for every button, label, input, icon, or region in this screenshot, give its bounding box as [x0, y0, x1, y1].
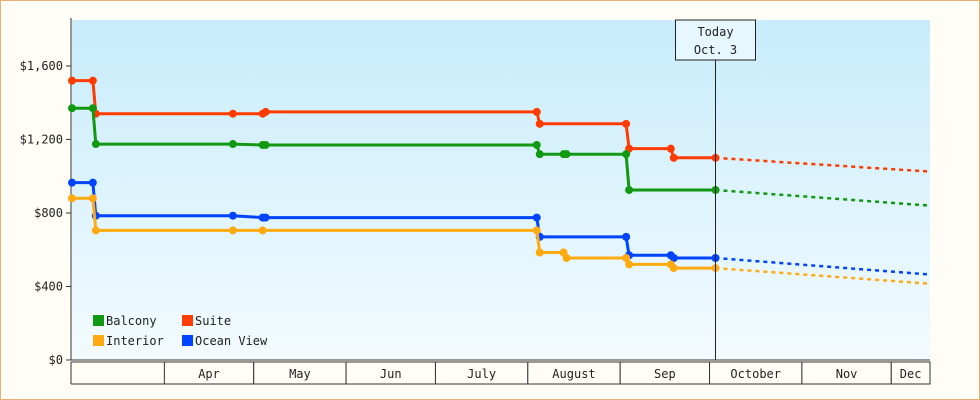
legend-label: Balcony: [106, 314, 157, 328]
data-point-balcony: [532, 140, 541, 149]
data-point-interior: [622, 254, 631, 262]
y-axis: $0 $400 $800 $1,200 $1,600: [20, 18, 72, 367]
month-label: August: [552, 367, 595, 381]
data-point-ocean-view: [228, 211, 237, 220]
data-point-balcony: [261, 140, 270, 149]
today-label: Today: [697, 25, 733, 39]
forecast-line-ocean-view: [715, 256, 931, 276]
forecast-line-balcony: [715, 188, 931, 207]
data-point-suite: [532, 107, 541, 116]
data-point-balcony: [228, 140, 237, 149]
data-point-balcony: [91, 140, 100, 149]
data-point-balcony: [562, 150, 571, 159]
series-layer: [68, 76, 931, 285]
month-label: Sep: [654, 367, 676, 381]
y-tick-label: $1,600: [20, 59, 63, 73]
y-tick-label: $400: [34, 279, 63, 293]
legend-swatch: [93, 315, 104, 326]
data-point-suite: [88, 76, 97, 85]
legend-swatch: [182, 315, 193, 326]
month-label: May: [289, 367, 311, 381]
y-tick-label: $1,200: [20, 132, 63, 146]
series-line-interior: [72, 196, 716, 270]
data-point-interior: [91, 226, 100, 235]
y-tick-label: $800: [34, 206, 63, 220]
forecast-line-interior: [715, 266, 931, 285]
data-point-interior: [258, 226, 267, 235]
data-point-suite: [261, 107, 270, 116]
data-point-interior: [68, 194, 76, 203]
data-point-ocean-view: [532, 213, 541, 222]
data-point-interior: [88, 194, 97, 203]
month-label: July: [467, 367, 496, 381]
data-point-interior: [535, 248, 544, 257]
data-point-interior: [228, 226, 237, 235]
legend-swatch: [93, 335, 104, 346]
data-point-suite: [228, 109, 237, 118]
legend-label: Ocean View: [195, 334, 268, 348]
data-point-ocean-view: [88, 178, 97, 187]
month-band: [890, 361, 931, 385]
data-point-suite: [68, 76, 76, 85]
legend: Balcony Suite Interior Ocean View: [93, 314, 268, 348]
forecast-line-suite: [715, 156, 931, 173]
today-marker: Today Oct. 3: [675, 19, 756, 360]
legend-label: Suite: [195, 314, 231, 328]
data-point-ocean-view: [622, 232, 631, 241]
data-point-interior: [669, 264, 678, 273]
data-point-interior: [562, 254, 571, 262]
plot-background: [72, 20, 930, 360]
data-point-interior: [532, 226, 541, 235]
y-tick-label: $0: [49, 353, 63, 367]
month-label: Jun: [380, 367, 402, 381]
today-box: [675, 19, 756, 61]
data-point-balcony: [68, 104, 76, 113]
data-point-balcony: [88, 104, 97, 113]
data-point-balcony: [535, 150, 544, 159]
data-point-ocean-view: [261, 213, 270, 222]
legend-swatch: [182, 335, 193, 346]
x-axis: Apr May Jun July August Sep October Nov Dec: [70, 359, 931, 385]
month-label: October: [730, 367, 781, 381]
month-label: Dec: [900, 367, 922, 381]
data-point-suite: [622, 119, 631, 128]
data-point-interior: [625, 260, 634, 269]
month-label: Nov: [836, 367, 858, 381]
data-point-suite: [666, 144, 675, 153]
data-point-suite: [669, 153, 678, 162]
data-point-suite: [535, 119, 544, 128]
data-point-ocean-view: [669, 254, 678, 262]
data-point-balcony: [625, 186, 634, 194]
data-point-balcony: [622, 150, 631, 159]
month-label: Apr: [198, 367, 220, 381]
data-point-ocean-view: [68, 178, 76, 187]
legend-label: Interior: [106, 334, 164, 348]
today-date: Oct. 3: [694, 43, 737, 57]
